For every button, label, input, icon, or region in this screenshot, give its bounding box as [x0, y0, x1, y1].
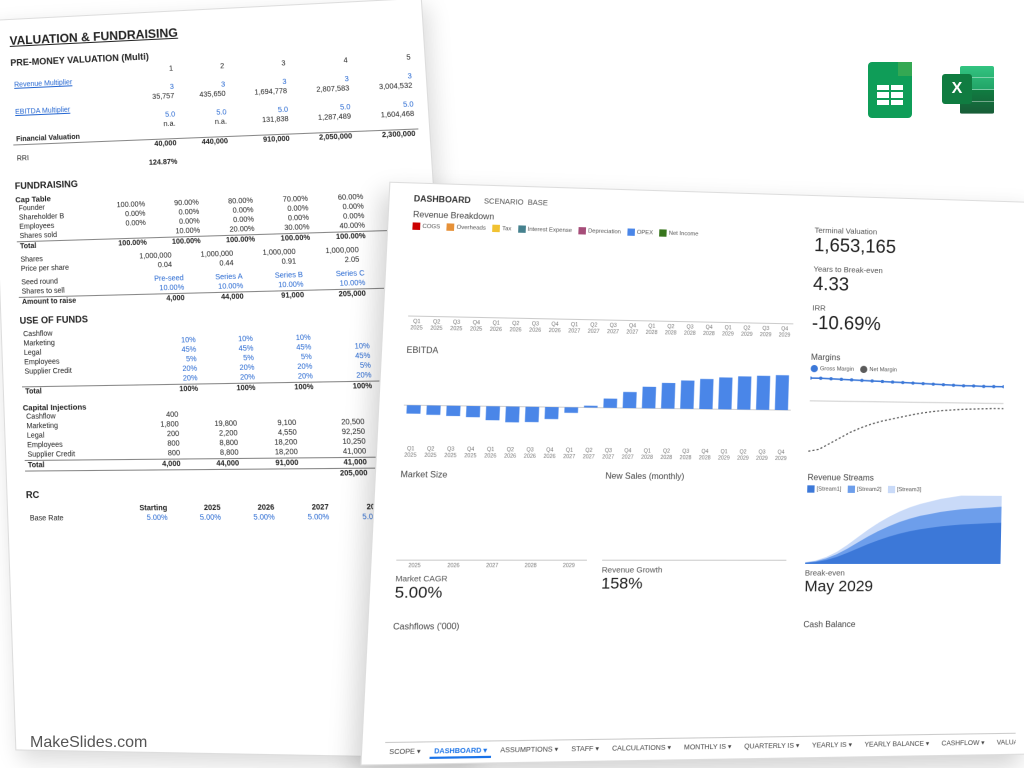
market-newsales-row: Market Size 20252026202720282029 Market … — [394, 470, 789, 611]
sheet-tab-scope[interactable]: SCOPE ▾ — [384, 746, 425, 760]
revenue-breakdown-panel: Revenue Breakdown COGSOverheadsTaxIntere… — [407, 210, 796, 342]
sheet-tab-staff[interactable]: STAFF ▾ — [567, 743, 604, 757]
premoney-table: 12345Revenue Multiplier3333335,757435,65… — [11, 53, 421, 173]
sheet-tab-dashboard[interactable]: DASHBOARD ▾ — [429, 745, 491, 759]
excel-icon: X — [942, 64, 994, 116]
revenue-growth-value: 158% — [601, 575, 786, 593]
rounds-table: Seed roundPre-seedSeries ASeries BSeries… — [18, 267, 429, 307]
chart-title: Market Size — [400, 470, 590, 481]
revenue-bars — [408, 232, 796, 324]
sheet-tab-monthly is[interactable]: MONTHLY IS ▾ — [679, 741, 735, 755]
sheet-tabs[interactable]: SCOPE ▾DASHBOARD ▾ASSUMPTIONS ▾STAFF ▾CA… — [384, 733, 1015, 760]
legend: [Stream1][Stream2][Stream3] — [807, 485, 1014, 494]
kpi-column: Terminal Valuation 1,653,165 Years to Br… — [811, 221, 1018, 346]
kpi-label: Market CAGR — [395, 574, 586, 584]
cash-balance-panel: Cash Balance — [803, 619, 1011, 633]
breakeven-value: May 2029 — [804, 577, 1012, 595]
sheet-tab-assumptions[interactable]: ASSUMPTIONS ▾ — [496, 744, 563, 758]
irr-value: -10.69% — [812, 312, 1017, 338]
sheet-tab-quarterly is[interactable]: QUARTERLY IS ▾ — [740, 740, 804, 754]
new-sales-panel: New Sales (monthly) Revenue Growth 158% — [600, 471, 789, 610]
sheet-tab-cashflow[interactable]: CASHFLOW ▾ — [937, 737, 988, 750]
chart-title: Cashflows ('000) — [393, 620, 785, 632]
ebitda-panel: EBITDA Q1 2025Q2 2025Q3 2025Q4 2025Q1 20… — [401, 345, 792, 462]
market-size-panel: Market Size 20252026202720282029 Market … — [394, 470, 591, 611]
watermark: MakeSlides.com — [30, 734, 147, 752]
google-sheets-icon — [864, 64, 916, 116]
chart-title: Margins — [811, 353, 1017, 366]
terminal-valuation-value: 1,653,165 — [814, 235, 1019, 262]
x-labels: Q1 2025Q2 2025Q3 2025Q4 2025Q1 2026Q2 20… — [401, 446, 789, 462]
breakeven-years-value: 4.33 — [813, 274, 1018, 300]
ebitda-chart — [402, 358, 792, 448]
sheet-tab-calculations[interactable]: CALCULATIONS ▾ — [607, 742, 675, 756]
chart-title: Cash Balance — [803, 619, 1011, 630]
kpi-label: Revenue Growth — [602, 565, 787, 575]
chart-title: New Sales (monthly) — [605, 471, 789, 482]
use-of-funds-table: CashflowMarketing10%10%10%Legal45%45%45%… — [20, 321, 435, 397]
sheet-tab-valuation[interactable]: VALUATION ▾ — [993, 737, 1016, 750]
sheet-tab-yearly is[interactable]: YEARLY IS ▾ — [808, 739, 857, 753]
chart-title: Revenue Streams — [807, 473, 1014, 484]
revenue-streams-panel: Revenue Streams [Stream1][Stream2][Strea… — [804, 473, 1014, 610]
sheet-tab-yearly balance[interactable]: YEARLY BALANCE ▾ — [860, 738, 933, 752]
margins-panel: Margins Gross MarginNet Margin — [808, 353, 1016, 465]
revenue-streams-chart — [805, 495, 1002, 564]
kpi-label: Break-even — [805, 568, 1013, 578]
newsales-bars — [602, 484, 788, 561]
app-icons-group: X — [864, 64, 994, 116]
market-bars — [396, 483, 590, 561]
market-cagr-value: 5.00% — [394, 583, 586, 602]
cashflows-panel: Cashflows ('000) — [393, 620, 785, 635]
x-labels: 20252026202720282029 — [396, 563, 587, 570]
dashboard-spreadsheet: DASHBOARD SCENARIO BASE Revenue Breakdow… — [360, 182, 1024, 766]
margins-chart — [808, 374, 1004, 457]
